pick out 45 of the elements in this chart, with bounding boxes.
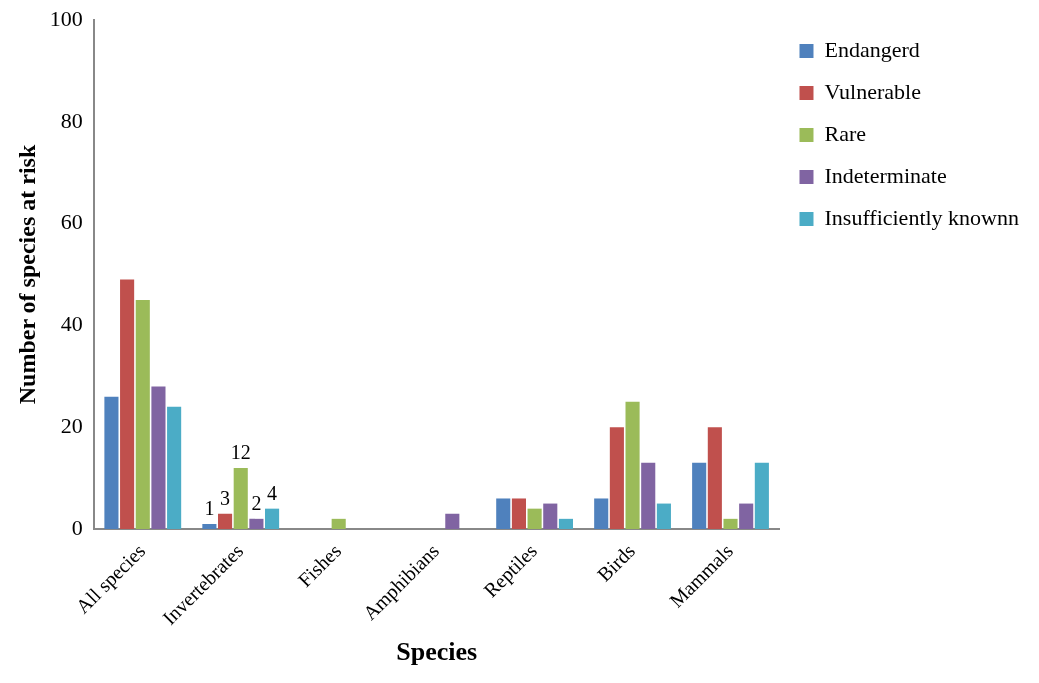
bar — [120, 279, 135, 530]
bar — [739, 503, 754, 530]
bar — [511, 498, 526, 530]
bar — [265, 508, 280, 530]
bar — [594, 498, 609, 530]
bar — [104, 396, 119, 530]
y-tick-label: 60 — [60, 209, 83, 235]
y-tick-label: 100 — [49, 5, 83, 31]
y-tick-label: 20 — [60, 413, 83, 438]
bar — [527, 508, 542, 530]
bar — [135, 299, 150, 530]
bar — [233, 467, 248, 530]
bar — [496, 498, 511, 530]
legend-label: Insufficiently knownn — [824, 204, 1020, 230]
y-tick-label: 80 — [60, 107, 83, 133]
y-tick-label: 40 — [60, 311, 83, 337]
legend-label: Rare — [824, 120, 867, 146]
bar — [641, 462, 656, 530]
bar — [249, 518, 264, 530]
bar — [609, 427, 624, 530]
bar — [445, 513, 460, 530]
legend-label: Vulnerable — [824, 78, 921, 104]
x-axis-title: Species — [396, 637, 478, 667]
data-label: 4 — [267, 481, 278, 504]
y-tick-label: 0 — [71, 514, 83, 540]
bar — [692, 462, 707, 530]
bar — [543, 503, 558, 530]
bar — [202, 523, 217, 530]
bar — [723, 518, 738, 530]
bar — [331, 518, 346, 530]
data-label: 3 — [220, 487, 231, 509]
bar — [167, 406, 182, 530]
bar — [656, 503, 671, 530]
bar — [707, 427, 722, 530]
bar — [754, 462, 769, 530]
bar — [625, 401, 640, 530]
data-label: 2 — [251, 492, 262, 515]
bar — [218, 513, 233, 530]
legend-label: Endangerd — [824, 36, 920, 62]
y-axis-title: Number of species at risk — [13, 144, 40, 405]
legend-label: Indeterminate — [824, 162, 947, 188]
data-label: 1 — [204, 497, 215, 520]
bar — [558, 518, 573, 530]
bar — [151, 386, 166, 530]
data-label: 12 — [230, 441, 251, 464]
